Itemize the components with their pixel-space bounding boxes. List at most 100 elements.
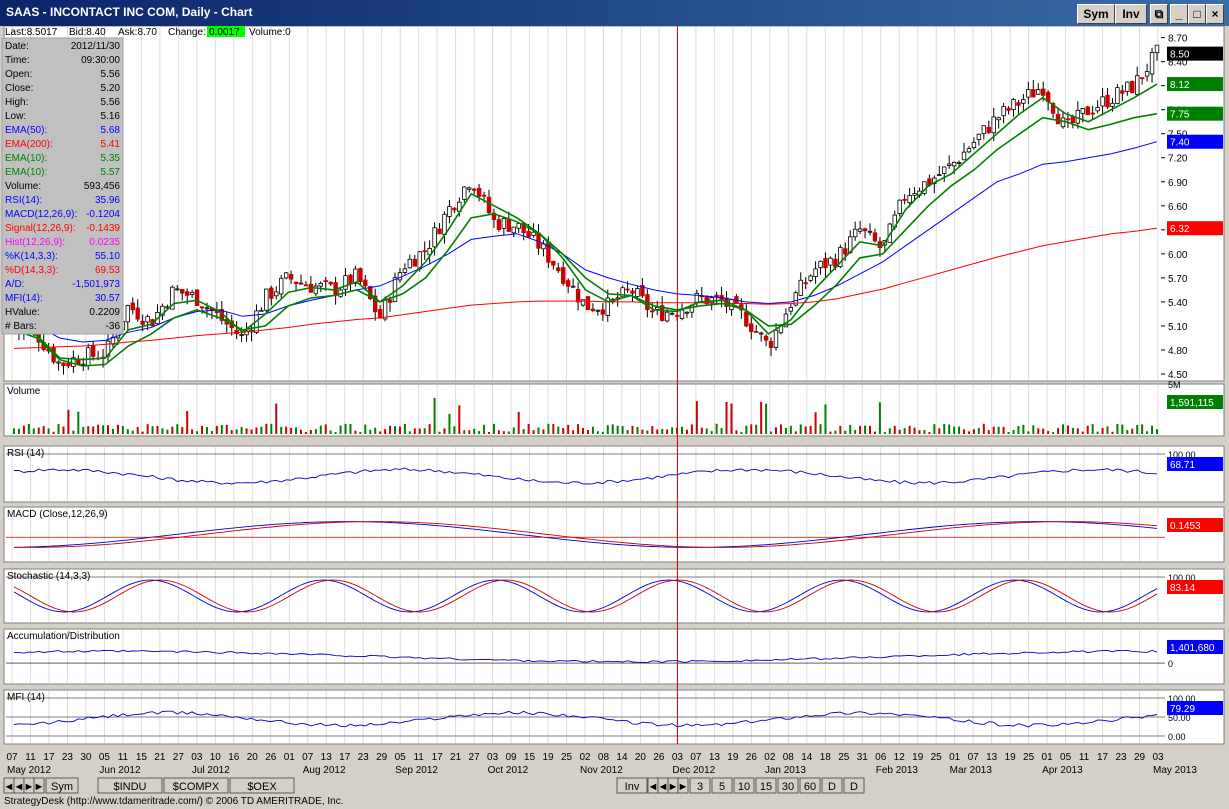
indicator-badge-label: 83.14 xyxy=(1170,583,1195,594)
data-window-value: 30.57 xyxy=(95,293,120,304)
price-tick-label: 4.50 xyxy=(1168,370,1188,381)
candle-body xyxy=(259,309,264,312)
symbol-tab-2[interactable]: $OEX xyxy=(229,777,295,794)
indicator-level-label: 50.00 xyxy=(1168,713,1191,723)
indicator-title: Stochastic (14,3,3) xyxy=(7,571,90,582)
x-day-tick: 05 xyxy=(395,752,407,763)
quote-bar: Last:8.5017 Bid:8.40 Ask:8.70 Change: 0.… xyxy=(5,26,291,38)
indicator-level-label: 100.00 xyxy=(1168,694,1196,704)
candle-body xyxy=(655,307,660,310)
data-window-label: Hist(12,26,9): xyxy=(5,237,65,248)
data-window-value: 35.96 xyxy=(95,195,120,206)
candle-body xyxy=(659,305,665,321)
interval-tab-1[interactable]: 5 xyxy=(711,777,733,794)
popout-icon[interactable]: ⧉ xyxy=(1150,4,1168,24)
interval-arrow-3[interactable]: ► xyxy=(677,777,689,794)
interval-tab-0[interactable]: 3 xyxy=(689,777,711,794)
interval-tab-5[interactable]: 60 xyxy=(799,777,821,794)
interval-tab-6[interactable]: D xyxy=(821,777,843,794)
data-window-value: 5.20 xyxy=(101,83,121,94)
candle-body xyxy=(1011,99,1016,111)
candle-body xyxy=(1125,81,1130,92)
candle-body xyxy=(239,334,244,336)
indicator-title: Volume xyxy=(7,386,41,397)
data-window-label: Volume: xyxy=(5,181,41,192)
close-icon[interactable]: × xyxy=(1206,4,1224,24)
data-window-value: -0.1439 xyxy=(86,223,120,234)
maximize-icon[interactable]: □ xyxy=(1188,4,1206,24)
price-badge-1: 8.12 xyxy=(1167,77,1223,92)
x-day-tick: 18 xyxy=(820,752,832,763)
sym-tab-label: Sym xyxy=(51,781,73,793)
sym-button[interactable]: Sym xyxy=(1077,4,1115,24)
candle-body xyxy=(971,141,977,149)
candle-body xyxy=(1036,89,1041,95)
x-day-tick: 26 xyxy=(653,752,665,763)
indicator-badge-bg xyxy=(1167,395,1223,409)
candle-body xyxy=(397,272,403,281)
candle-body xyxy=(818,260,823,269)
interval-arrow-3-bg xyxy=(677,777,689,794)
symbol-tab-1[interactable]: $COMPX xyxy=(163,777,229,794)
x-day-tick: 26 xyxy=(265,752,277,763)
data-window-value: 593,456 xyxy=(84,181,121,192)
data-window-label: # Bars: xyxy=(5,321,37,332)
candle-body xyxy=(1120,90,1125,94)
candle-body xyxy=(313,285,319,295)
x-day-tick: 01 xyxy=(1042,752,1054,763)
candle-body xyxy=(585,296,591,310)
candle-body xyxy=(422,250,427,253)
data-window-value: 55.10 xyxy=(95,251,120,262)
x-day-tick: 13 xyxy=(321,752,333,763)
candle-body xyxy=(1105,94,1110,108)
indicator-level-label: 0 xyxy=(1168,659,1173,669)
x-day-tick: 25 xyxy=(931,752,943,763)
inv-tab-label: Inv xyxy=(625,781,640,793)
data-window-value: 5.56 xyxy=(101,97,121,108)
candle-body xyxy=(1085,106,1090,116)
indicator-line xyxy=(14,521,1158,548)
candle-body xyxy=(768,341,774,348)
candle-body xyxy=(684,311,690,314)
scroll-arrow-3[interactable]: ► xyxy=(34,777,45,794)
x-day-tick: 17 xyxy=(432,752,444,763)
inv-button[interactable]: Inv xyxy=(1115,4,1147,24)
sym-tab[interactable]: Sym xyxy=(45,777,79,794)
interval-tab-3[interactable]: 15 xyxy=(755,777,777,794)
data-window-label: EMA(10): xyxy=(5,153,47,164)
symbol-tab-0[interactable]: $INDU xyxy=(97,777,163,794)
chart-canvas[interactable]: Last:8.5017 Bid:8.40 Ask:8.70 Change: 0.… xyxy=(0,26,1229,796)
data-window-label: MFI(14): xyxy=(5,293,43,304)
candle-body xyxy=(1050,103,1056,114)
bottom-tabs[interactable]: ◄ ◄ ► ► Sym $INDU $COMPX $OEX Inv ◄ ◄ ► ► 3 5 10 15 30 60 D… xyxy=(4,777,865,794)
minimize-icon[interactable]: _ xyxy=(1170,4,1188,24)
inv-tab[interactable]: Inv xyxy=(616,777,648,794)
indicator-badge-label: 68.71 xyxy=(1170,460,1195,471)
interval-tab-1-bg xyxy=(711,777,733,794)
data-window-value: -0.1204 xyxy=(86,209,120,220)
x-month-label: Jun 2012 xyxy=(99,765,141,776)
x-day-tick: 27 xyxy=(469,752,481,763)
candle-body xyxy=(531,231,536,236)
price-badge-bg xyxy=(1167,106,1223,121)
price-badge-4: 6.32 xyxy=(1167,221,1223,236)
data-window-label: EMA(10): xyxy=(5,167,47,178)
candle-body xyxy=(570,285,576,288)
interval-tab-4[interactable]: 30 xyxy=(777,777,799,794)
indicator-panel-2: MACD (Close,12,26,9) 0.1453 xyxy=(6,509,1223,548)
data-window-value: 5.16 xyxy=(101,111,121,122)
candle-body xyxy=(937,174,942,176)
candle-body xyxy=(377,309,383,319)
x-month-label: Aug 2012 xyxy=(303,765,346,776)
price-tick-label: 7.20 xyxy=(1168,154,1188,165)
symbol-tab-0-bg xyxy=(97,777,163,794)
candle-body xyxy=(1110,102,1115,107)
interval-tab-7[interactable]: D xyxy=(843,777,865,794)
symbol-tab-2-bg xyxy=(229,777,295,794)
candle-body xyxy=(783,313,789,328)
indicator-badge-label: 1,401,680 xyxy=(1170,643,1215,654)
candle-body xyxy=(630,290,635,294)
x-day-tick: 03 xyxy=(191,752,203,763)
interval-tab-2[interactable]: 10 xyxy=(733,777,755,794)
